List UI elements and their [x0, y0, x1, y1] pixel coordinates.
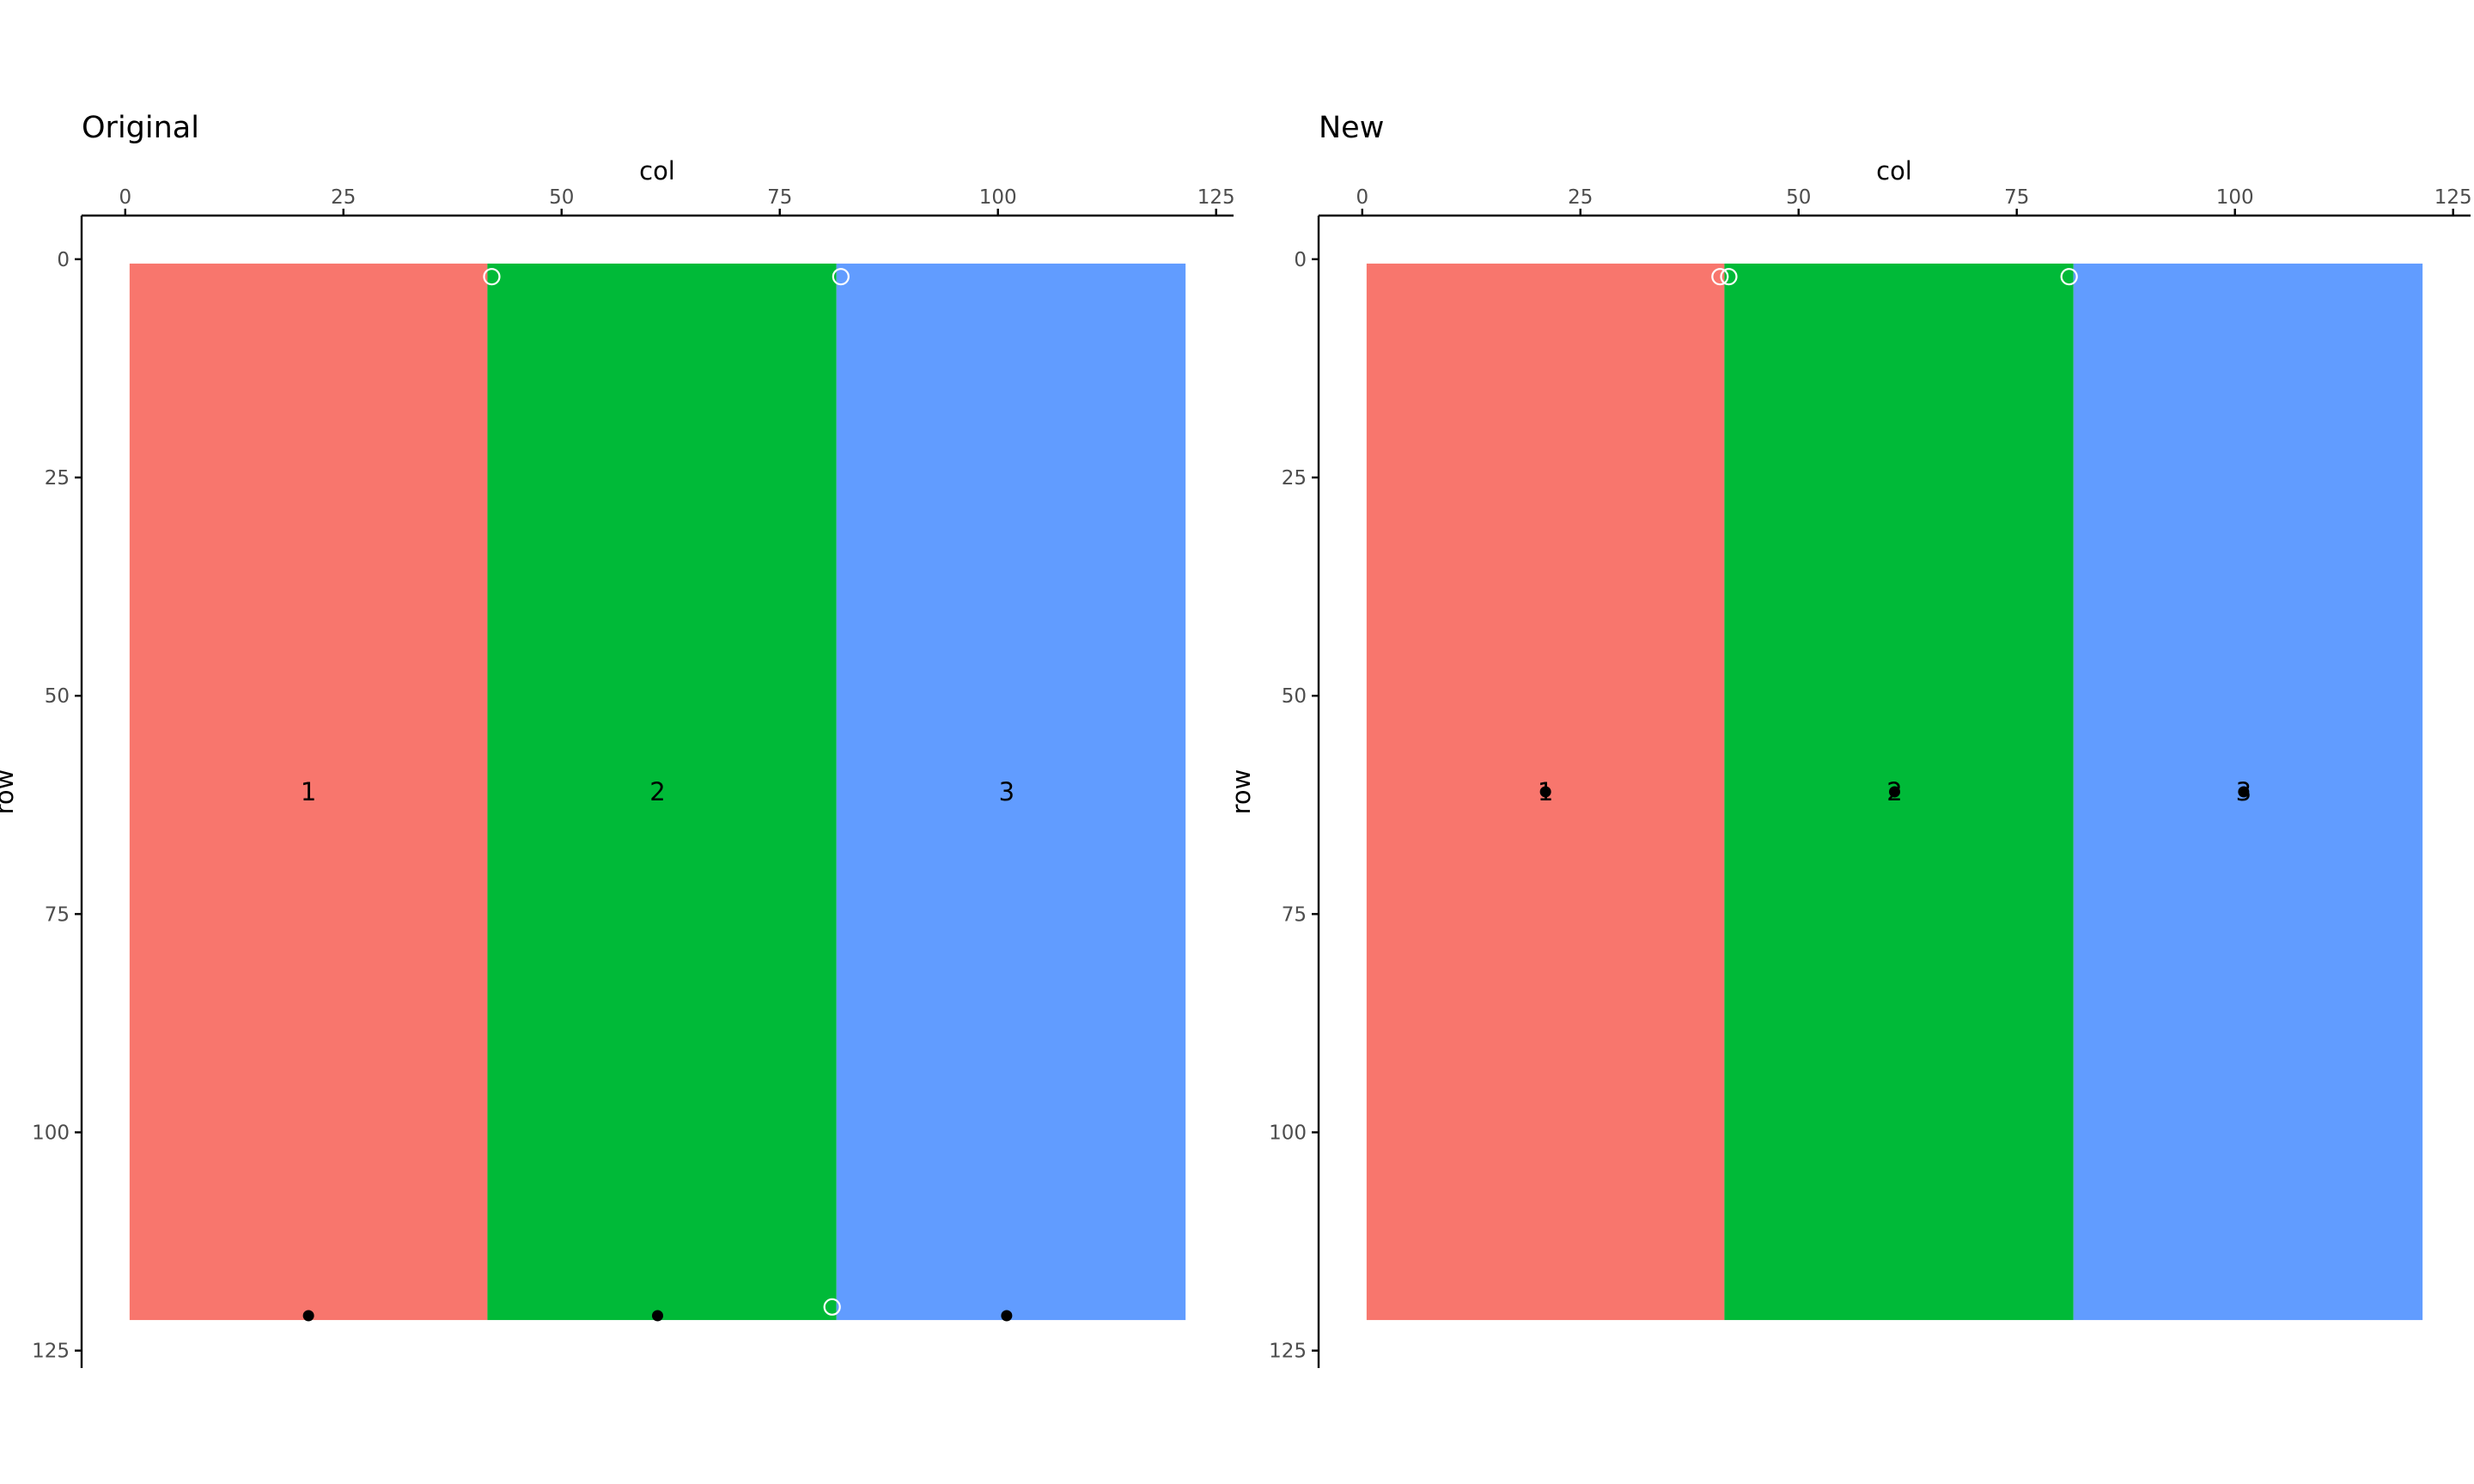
region-1-tile [129, 263, 488, 1321]
x-tick-label: 0 [1356, 186, 1368, 209]
filled-point [1539, 786, 1551, 798]
x-tick-label: 125 [2434, 186, 2472, 209]
y-tick-label: 75 [45, 903, 70, 926]
y-tick-label: 125 [32, 1341, 70, 1363]
y-tick-label: 50 [1282, 685, 1307, 708]
y-tick-label: 75 [1282, 903, 1307, 926]
filled-point [652, 1310, 663, 1322]
y-tick-label: 100 [1269, 1122, 1307, 1145]
open-point [1711, 268, 1729, 286]
y-axis-title: row [1227, 769, 1256, 815]
y-tick-label: 0 [1294, 249, 1307, 271]
x-axis-title: col [1876, 156, 1912, 186]
filled-point [302, 1310, 314, 1322]
x-tick-label: 125 [1197, 186, 1235, 209]
region-2-tile [487, 263, 837, 1321]
open-point [832, 268, 850, 286]
x-tick-label: 0 [119, 186, 131, 209]
x-tick-label: 75 [2004, 186, 2029, 209]
y-tick-label: 25 [1282, 467, 1307, 490]
filled-point [1889, 786, 1900, 798]
y-tick-label: 50 [45, 685, 70, 708]
open-point [483, 268, 501, 286]
x-tick-label: 100 [2216, 186, 2254, 209]
y-tick-label: 125 [1269, 1341, 1307, 1363]
region-2-label: 2 [649, 777, 665, 806]
filled-point [1001, 1310, 1013, 1322]
x-tick-label: 100 [979, 186, 1017, 209]
filled-point [2238, 786, 2250, 798]
region-3-tile [836, 263, 1186, 1321]
x-tick-label: 50 [549, 186, 574, 209]
open-point [823, 1298, 841, 1316]
y-tick-label: 25 [45, 467, 70, 490]
x-tick-label: 25 [331, 186, 356, 209]
panel-2: Newcolrow02550751001250255075100125123 [1227, 111, 2472, 1368]
x-tick-label: 25 [1568, 186, 1593, 209]
x-axis-title: col [639, 156, 675, 186]
open-point [1720, 268, 1738, 286]
x-tick-label: 75 [767, 186, 792, 209]
panel-title: Original [82, 111, 199, 145]
panel-title: New [1319, 111, 1384, 145]
y-tick-label: 0 [57, 249, 70, 271]
open-point [2060, 268, 2078, 286]
x-tick-label: 50 [1786, 186, 1811, 209]
panel-1: Original col row 0 25 50 75 100 125 0 25 50 75 100 125… [0, 111, 1235, 1368]
y-tick-label: 100 [32, 1122, 70, 1145]
region-3-label: 3 [999, 777, 1015, 806]
y-axis-title: row [0, 769, 19, 815]
region-1-label: 1 [301, 777, 316, 806]
